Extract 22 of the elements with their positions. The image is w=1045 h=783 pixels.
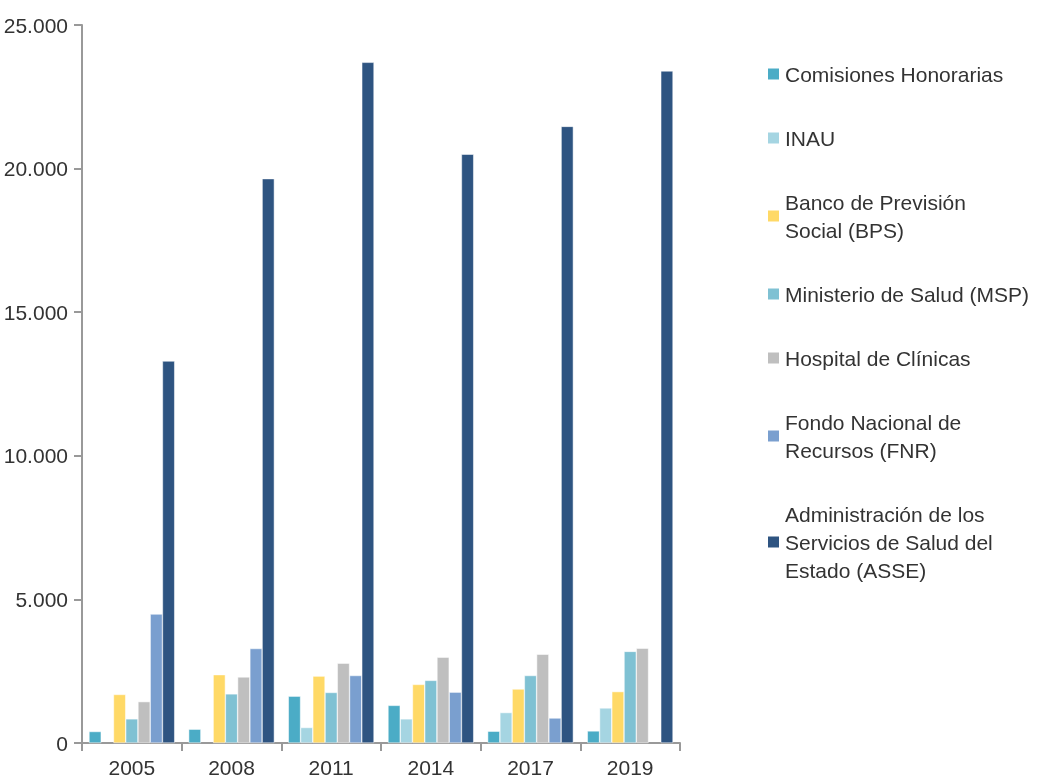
legend-label: INAU xyxy=(785,126,836,150)
legend-label: Comisiones Honorarias xyxy=(785,62,1004,86)
y-tick-label: 0 xyxy=(56,731,68,755)
x-tick-label: 2017 xyxy=(507,756,554,779)
y-tick-label: 5.000 xyxy=(15,587,68,611)
legend-label: Ministerio de Salud (MSP) xyxy=(785,282,1029,306)
x-tick-label: 2014 xyxy=(407,756,455,779)
x-tick-label: 2011 xyxy=(308,756,354,779)
y-tick-label: 25.000 xyxy=(3,13,68,37)
x-tick-label: 2005 xyxy=(108,756,156,779)
legend-label: Fondo Nacional de Recursos (FNR) xyxy=(785,410,968,462)
bar xyxy=(660,70,674,743)
y-tick-label: 10.000 xyxy=(3,444,68,468)
legend-label: Administración de los Servicios de Salud del Estado (ASSE) xyxy=(785,502,999,582)
bar xyxy=(88,731,102,743)
bar xyxy=(188,729,201,743)
y-tick-label: 15.000 xyxy=(3,300,68,324)
legend-label: Banco de Previsión Social (BPS) xyxy=(785,190,972,242)
legend-label: Hospital de Clínicas xyxy=(785,346,971,370)
x-tick-label: 2019 xyxy=(606,756,654,779)
y-tick-label: 20.000 xyxy=(3,157,68,181)
x-tick-label: 2008 xyxy=(208,756,255,779)
